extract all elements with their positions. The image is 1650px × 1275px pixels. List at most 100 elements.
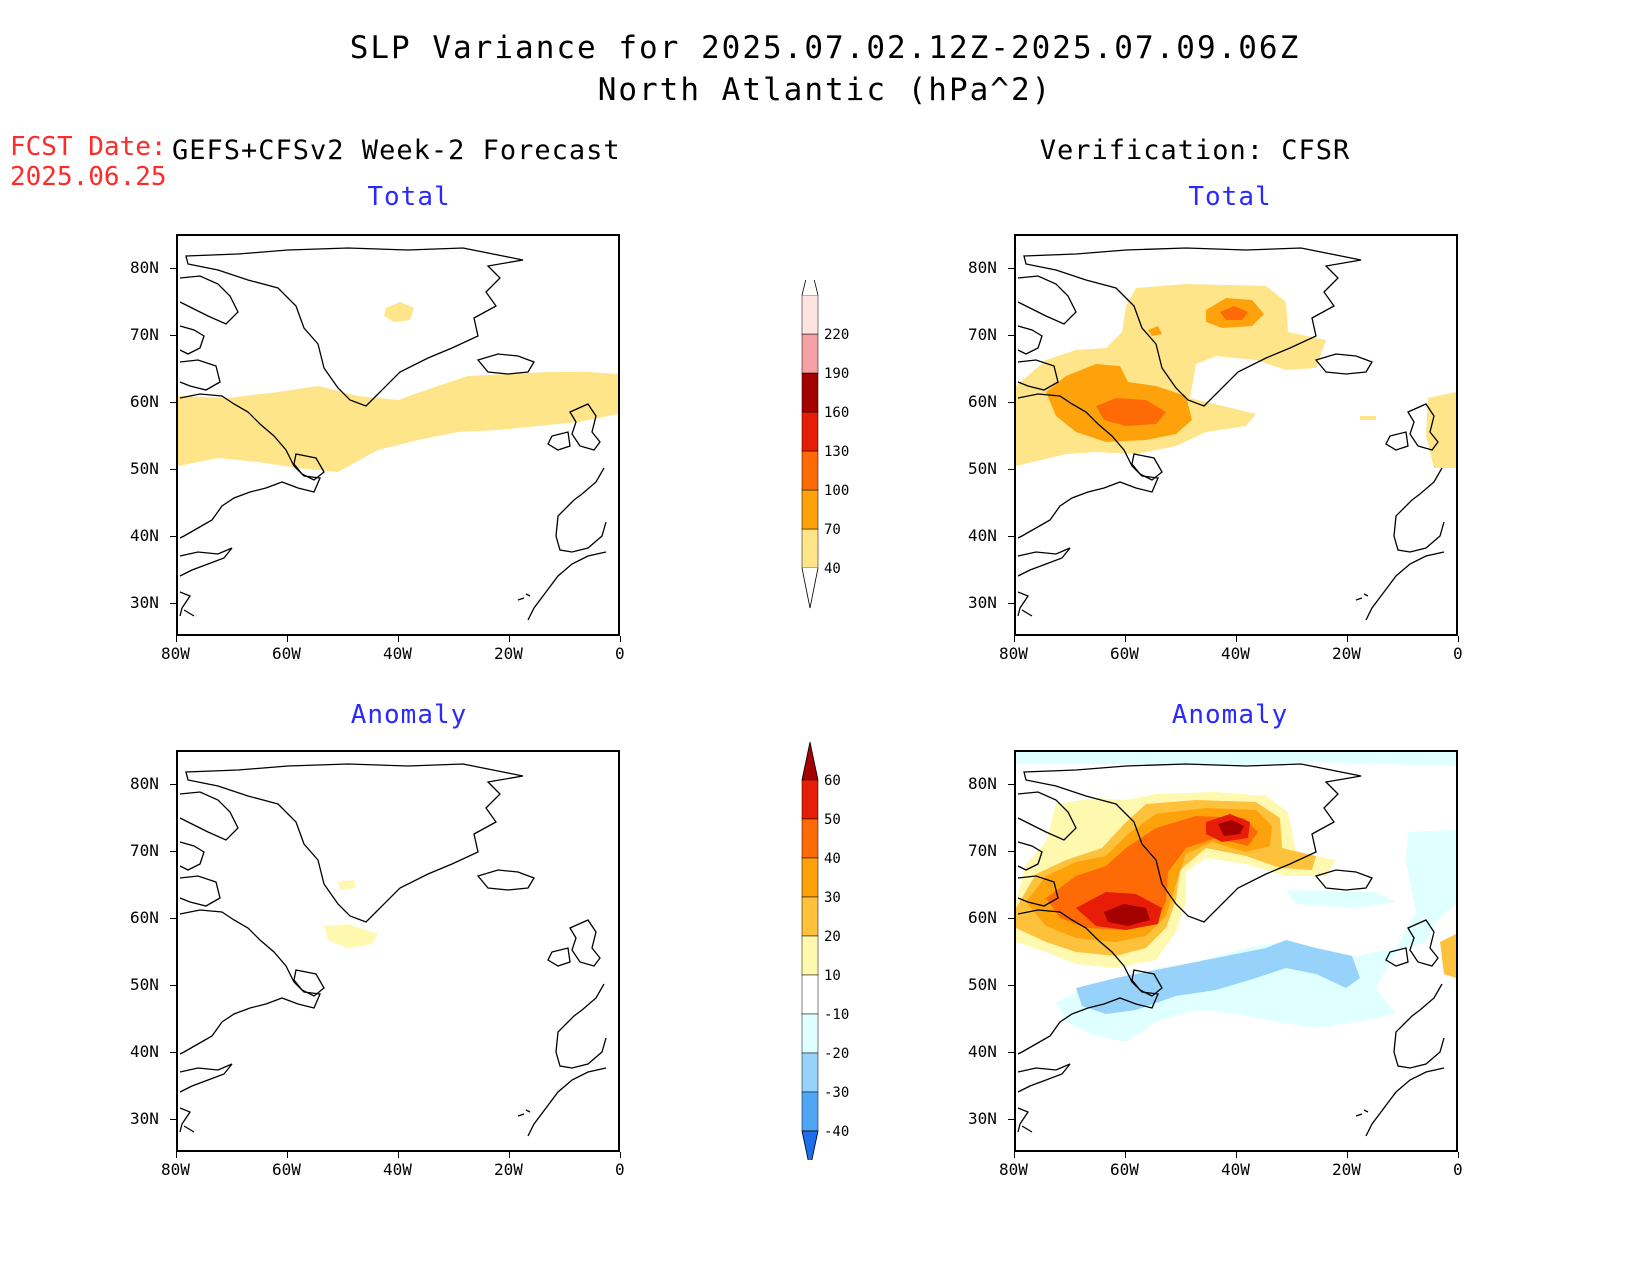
anomaly-colorbar-label: -10 [824,1007,849,1023]
verification-anomaly-lat-tick [1008,850,1014,852]
anomaly-colorbar-segment [801,779,819,820]
forecast-total-lon-label: 40W [383,644,412,663]
forecast-total-lat-tick [170,334,176,336]
forecast-anomaly-lat-label: 60N [130,907,159,927]
verification-total-lon-tick [1458,636,1459,642]
forecast-date-label: FCST Date: [10,132,167,162]
anomaly-colorbar-label: -20 [824,1046,849,1062]
forecast-total-contour-40-small [384,302,414,322]
anomaly-colorbar-segment [801,974,819,1015]
verification-anomaly-lat-tick [1008,984,1014,986]
forecast-total-lat-tick [170,468,176,470]
verification-total-contour-70-tiny [1148,326,1162,336]
verification-anomaly-lon-tick [1125,1152,1126,1158]
forecast-total-lat-label: 70N [130,324,159,344]
chart-subtitle: North Atlantic (hPa^2) [597,72,1053,108]
verification-anomaly-contour-60-north [1218,820,1244,836]
verification-total-lat-label: 70N [968,324,997,344]
forecast-total-lat-label: 60N [130,391,159,411]
forecast-total-contour-40 [178,372,618,472]
verification-anomaly-lat-tick [1008,917,1014,919]
anomaly-colorbar-label: 10 [824,968,841,984]
verification-total-lon-label: 20W [1332,644,1361,663]
verification-total-lat-tick [1008,401,1014,403]
total-colorbar-segment [801,411,819,452]
forecast-anomaly-lat-label: 40N [130,1041,159,1061]
verification-anomaly-lat-label: 70N [968,840,997,860]
verification-anomaly-lon-tick [1014,1152,1015,1158]
verification-total-contour-40 [1016,284,1326,466]
verification-total-contour-100 [1096,398,1166,426]
forecast-total-lat-label: 40N [130,525,159,545]
anomaly-colorbar-segment [801,1091,819,1132]
verification-anomaly-lat-tick [1008,1118,1014,1120]
forecast-total-lon-tick [287,636,288,642]
verification-total-lon-label: 60W [1110,644,1139,663]
forecast-anomaly-lon-label: 40W [383,1160,412,1179]
verification-anomaly-contour-60 [1104,904,1150,926]
verification-total-lon-label: 40W [1221,644,1250,663]
forecast-total-lat-tick [170,401,176,403]
anomaly-colorbar: 60 50 40 30 20 10 -10 -20 -30 -40 [796,740,856,1170]
forecast-anomaly-lon-label: 0 [615,1160,625,1179]
anomaly-colorbar-top-arrow [801,741,819,781]
forecast-date-value: 2025.06.25 [10,162,167,192]
verification-total-lon-tick [1125,636,1126,642]
forecast-anomaly-lat-label: 50N [130,974,159,994]
verification-anomaly-lon-label: 40W [1221,1160,1250,1179]
forecast-anomaly-map [176,750,620,1152]
total-colorbar: 40 70 100 130 160 190 220 [796,262,856,610]
verification-total-lon-label: 0 [1453,644,1463,663]
verification-total-lat-label: 80N [968,257,997,277]
forecast-anomaly-lon-tick [176,1152,177,1158]
verification-total-lat-tick [1008,535,1014,537]
forecast-anomaly-lat-tick [170,850,176,852]
anomaly-colorbar-label: 40 [824,851,841,867]
total-colorbar-label: 100 [824,483,849,499]
anomaly-colorbar-label: 60 [824,773,841,789]
forecast-anomaly-lon-tick [287,1152,288,1158]
forecast-total-lon-tick [176,636,177,642]
verification-anomaly-lat-label: 60N [968,907,997,927]
verification-total-lat-label: 40N [968,525,997,545]
verification-anomaly-contour-neg20 [1076,940,1360,1014]
total-colorbar-bottom-cap [801,567,819,609]
forecast-anomaly-contour-10 [324,924,378,948]
forecast-anomaly-lon-label: 20W [494,1160,523,1179]
forecast-total-lon-tick [398,636,399,642]
verification-total-lat-label: 30N [968,592,997,612]
total-colorbar-segment [801,450,819,491]
verification-total-lat-tick [1008,468,1014,470]
forecast-anomaly-lon-label: 60W [272,1160,301,1179]
anomaly-colorbar-segment [801,935,819,976]
anomaly-colorbar-segment [801,857,819,898]
anomaly-colorbar-label: 50 [824,812,841,828]
verification-total-contour-100-north [1220,306,1248,320]
verification-total-contour-40-small [1360,416,1376,420]
total-colorbar-segment [801,333,819,374]
total-colorbar-label: 160 [824,405,849,421]
verification-total-lat-label: 50N [968,458,997,478]
verification-anomaly-lat-tick [1008,1051,1014,1053]
total-colorbar-label: 70 [824,522,841,538]
forecast-total-lon-label: 60W [272,644,301,663]
verification-column-title: Verification: CFSR [1039,135,1351,166]
verification-anomaly-contour-neg10-top [1016,752,1456,766]
verification-anomaly-lon-tick [1347,1152,1348,1158]
verification-anomaly-lon-tick [1236,1152,1237,1158]
total-colorbar-segment [801,294,819,335]
forecast-anomaly-contour-10-small [338,880,356,890]
forecast-total-lon-tick [509,636,510,642]
forecast-anomaly-lon-tick [398,1152,399,1158]
verification-total-lon-label: 80W [999,644,1028,663]
forecast-anomaly-lat-tick [170,1051,176,1053]
forecast-total-lon-tick [620,636,621,642]
anomaly-colorbar-segment [801,1052,819,1093]
verification-anomaly-lat-label: 40N [968,1041,997,1061]
forecast-anomaly-lat-tick [170,984,176,986]
verification-anomaly-lat-label: 30N [968,1108,997,1128]
total-colorbar-label: 130 [824,444,849,460]
forecast-anomaly-title: Anomaly [350,700,468,730]
verification-total-lat-label: 60N [968,391,997,411]
verification-anomaly-lon-label: 20W [1332,1160,1361,1179]
